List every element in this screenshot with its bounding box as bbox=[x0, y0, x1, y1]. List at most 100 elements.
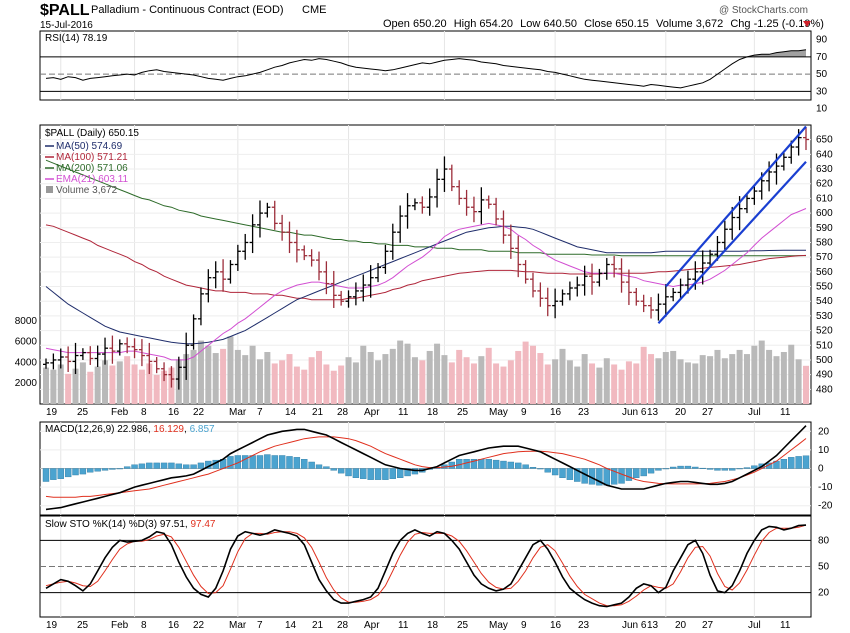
macd-histogram-bar bbox=[182, 464, 190, 469]
volume-bar bbox=[699, 355, 706, 404]
ohlc-bar bbox=[470, 196, 477, 223]
down-arrow-icon bbox=[803, 21, 811, 27]
ohlc-bar bbox=[743, 194, 750, 214]
ohlc-bar bbox=[190, 314, 197, 350]
x-axis-label: Mar bbox=[229, 620, 247, 631]
volume-bar bbox=[581, 354, 588, 404]
rsi-layer bbox=[40, 49, 811, 92]
x-axis-label: 11 bbox=[398, 407, 409, 418]
volume-bar bbox=[72, 368, 79, 404]
ohlc-bar bbox=[803, 127, 809, 151]
volume-bar bbox=[566, 360, 573, 404]
volume-bar bbox=[655, 358, 662, 404]
volume-bar bbox=[559, 348, 566, 404]
ohlc-bar bbox=[729, 206, 736, 240]
x-axis-label: 19 bbox=[46, 620, 58, 631]
macd-histogram-bar bbox=[655, 468, 662, 471]
volume-bar bbox=[146, 363, 153, 404]
ohlc-bar bbox=[286, 221, 293, 254]
ohlc-bar bbox=[515, 235, 522, 278]
macd-histogram-bar bbox=[264, 454, 271, 469]
ohlc-bar bbox=[79, 348, 86, 360]
ema21-line bbox=[45, 208, 807, 361]
chart-header: $PALL Palladium - Continuous Contract (E… bbox=[40, 2, 824, 31]
x-axis-label: Jun 6 bbox=[622, 620, 647, 631]
ohlc-bar bbox=[375, 263, 382, 283]
ohlc-bar bbox=[131, 338, 138, 359]
volume-bar bbox=[161, 370, 168, 404]
macd-histogram-bar bbox=[352, 468, 360, 479]
macd-histogram-bar bbox=[382, 468, 389, 480]
macd-histogram-bar bbox=[374, 468, 382, 480]
date-text: 15-Jul-2016 bbox=[40, 20, 93, 31]
ohlc-bar bbox=[382, 244, 389, 274]
volume-bar bbox=[780, 352, 787, 404]
sto-layer bbox=[40, 524, 811, 608]
x-axis-label: 20 bbox=[675, 620, 687, 631]
ohlc-bar bbox=[323, 261, 330, 295]
volume-bar bbox=[138, 369, 145, 404]
sto-tick-label: 80 bbox=[818, 535, 830, 546]
volume-bar bbox=[596, 367, 603, 404]
volume-tick-label: 6000 bbox=[15, 337, 38, 348]
ohlc-bar bbox=[87, 346, 94, 365]
macd-legend-text: MACD(12,26,9) 22.986, 16.129, 6.857 bbox=[45, 424, 215, 435]
ohlc-bar bbox=[389, 223, 396, 260]
volume-bar bbox=[256, 359, 263, 404]
price-tick-label: 570 bbox=[816, 252, 833, 263]
sto-legend: Slow STO %K(14) %D(3) 97.51, 97.47 bbox=[45, 519, 216, 530]
ohlc-bar bbox=[574, 276, 581, 297]
macd-histogram-bar bbox=[743, 467, 751, 469]
ohlc-bar bbox=[537, 282, 544, 307]
ohlc-bar bbox=[153, 357, 160, 374]
x-axis-label: 8 bbox=[141, 407, 147, 418]
x-axis-label: 19 bbox=[46, 407, 58, 418]
macd-histogram-bar bbox=[116, 468, 123, 470]
x-axis-label: 27 bbox=[702, 407, 714, 418]
volume-bar bbox=[308, 357, 315, 404]
sto-tick-label: 50 bbox=[818, 562, 830, 573]
ohlc-bar bbox=[249, 214, 256, 254]
x-axis-label: 13 bbox=[647, 407, 659, 418]
volume-bar bbox=[205, 345, 212, 404]
macd-histogram-bar bbox=[411, 468, 419, 475]
x-axis-label: 8 bbox=[141, 620, 147, 631]
x-axis-label: 25 bbox=[77, 620, 89, 631]
macd-histogram-bar bbox=[765, 462, 773, 469]
ohlc-bar bbox=[72, 342, 79, 375]
price-tick-label: 590 bbox=[816, 223, 833, 234]
macd-layer bbox=[40, 425, 811, 511]
volume-bar bbox=[677, 359, 684, 404]
macd-histogram-bar bbox=[42, 468, 50, 482]
x-axis-label: Jul bbox=[748, 620, 761, 631]
ohlc-bar bbox=[721, 220, 728, 251]
macd-histogram-bar bbox=[610, 468, 618, 485]
volume-bar bbox=[109, 365, 116, 404]
rsi-tick-label: 70 bbox=[816, 52, 828, 63]
x-axis-label: 23 bbox=[578, 620, 590, 631]
volume-bar bbox=[625, 361, 632, 404]
ohlc-bar bbox=[529, 272, 536, 298]
macd-histogram-bar bbox=[256, 455, 264, 469]
price-tick-label: 580 bbox=[816, 237, 833, 248]
price-tick-label: 650 bbox=[816, 135, 833, 146]
ohlc-bar bbox=[330, 270, 337, 308]
macd-histogram-bar bbox=[50, 468, 57, 480]
macd-histogram-bar bbox=[751, 465, 758, 469]
price-tick-label: 520 bbox=[816, 326, 833, 337]
volume-bar bbox=[411, 357, 418, 404]
ohlc-bar bbox=[559, 289, 566, 306]
ohlc-bar bbox=[751, 184, 758, 205]
macd-histogram-bar bbox=[153, 462, 160, 469]
volume-bar bbox=[434, 343, 441, 404]
x-axis-label: 16 bbox=[550, 407, 562, 418]
volume-bar bbox=[574, 366, 581, 404]
macd-histogram-bar bbox=[160, 462, 168, 469]
macd-line bbox=[45, 425, 807, 511]
ohlc-bar bbox=[109, 335, 116, 364]
volume-bar bbox=[330, 370, 337, 404]
macd-histogram-bar bbox=[404, 468, 411, 477]
volume-bar bbox=[234, 349, 241, 404]
x-axis-label: May bbox=[489, 620, 508, 631]
macd-histogram-bar bbox=[175, 463, 183, 469]
